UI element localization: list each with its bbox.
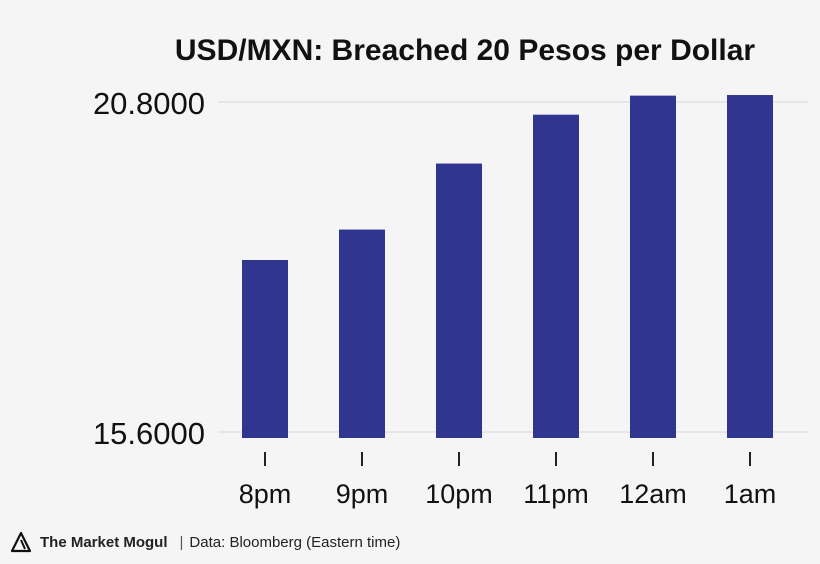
footer: The Market Mogul | Data: Bloomberg (East… — [10, 529, 400, 555]
chart-title: USD/MXN: Breached 20 Pesos per Dollar — [174, 34, 756, 67]
brand-name: The Market Mogul — [40, 533, 168, 551]
x-tick-label-10pm: 10pm — [425, 479, 493, 509]
bars-group — [242, 95, 773, 439]
market-mogul-logo-icon — [10, 531, 32, 553]
bar-8pm — [242, 260, 288, 438]
bar-11pm — [533, 114, 579, 438]
bar-12am — [630, 95, 676, 439]
x-tick-label-11pm: 11pm — [523, 479, 589, 509]
x-tick-label-1am: 1am — [724, 479, 777, 509]
data-source: Data: Bloomberg (Eastern time) — [189, 533, 401, 551]
bar-1am — [727, 95, 773, 439]
y-tick-label-max: 20.8000 — [93, 86, 205, 121]
x-axis: 8pm 9pm 10pm 11pm 12am 1am — [239, 452, 777, 509]
bar-9pm — [339, 229, 385, 438]
y-tick-label-min: 15.6000 — [93, 416, 205, 451]
x-tick-label-8pm: 8pm — [239, 479, 292, 509]
x-tick-label-12am: 12am — [619, 479, 687, 509]
x-tick-label-9pm: 9pm — [336, 479, 389, 509]
bar-10pm — [436, 163, 482, 439]
footer-separator: | — [179, 533, 184, 551]
